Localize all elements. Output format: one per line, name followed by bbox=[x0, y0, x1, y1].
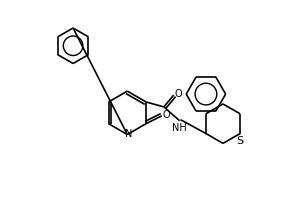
Text: O: O bbox=[163, 110, 170, 120]
Text: S: S bbox=[236, 136, 244, 146]
Text: O: O bbox=[175, 89, 182, 99]
Text: NH: NH bbox=[172, 123, 187, 133]
Text: N: N bbox=[124, 129, 132, 139]
